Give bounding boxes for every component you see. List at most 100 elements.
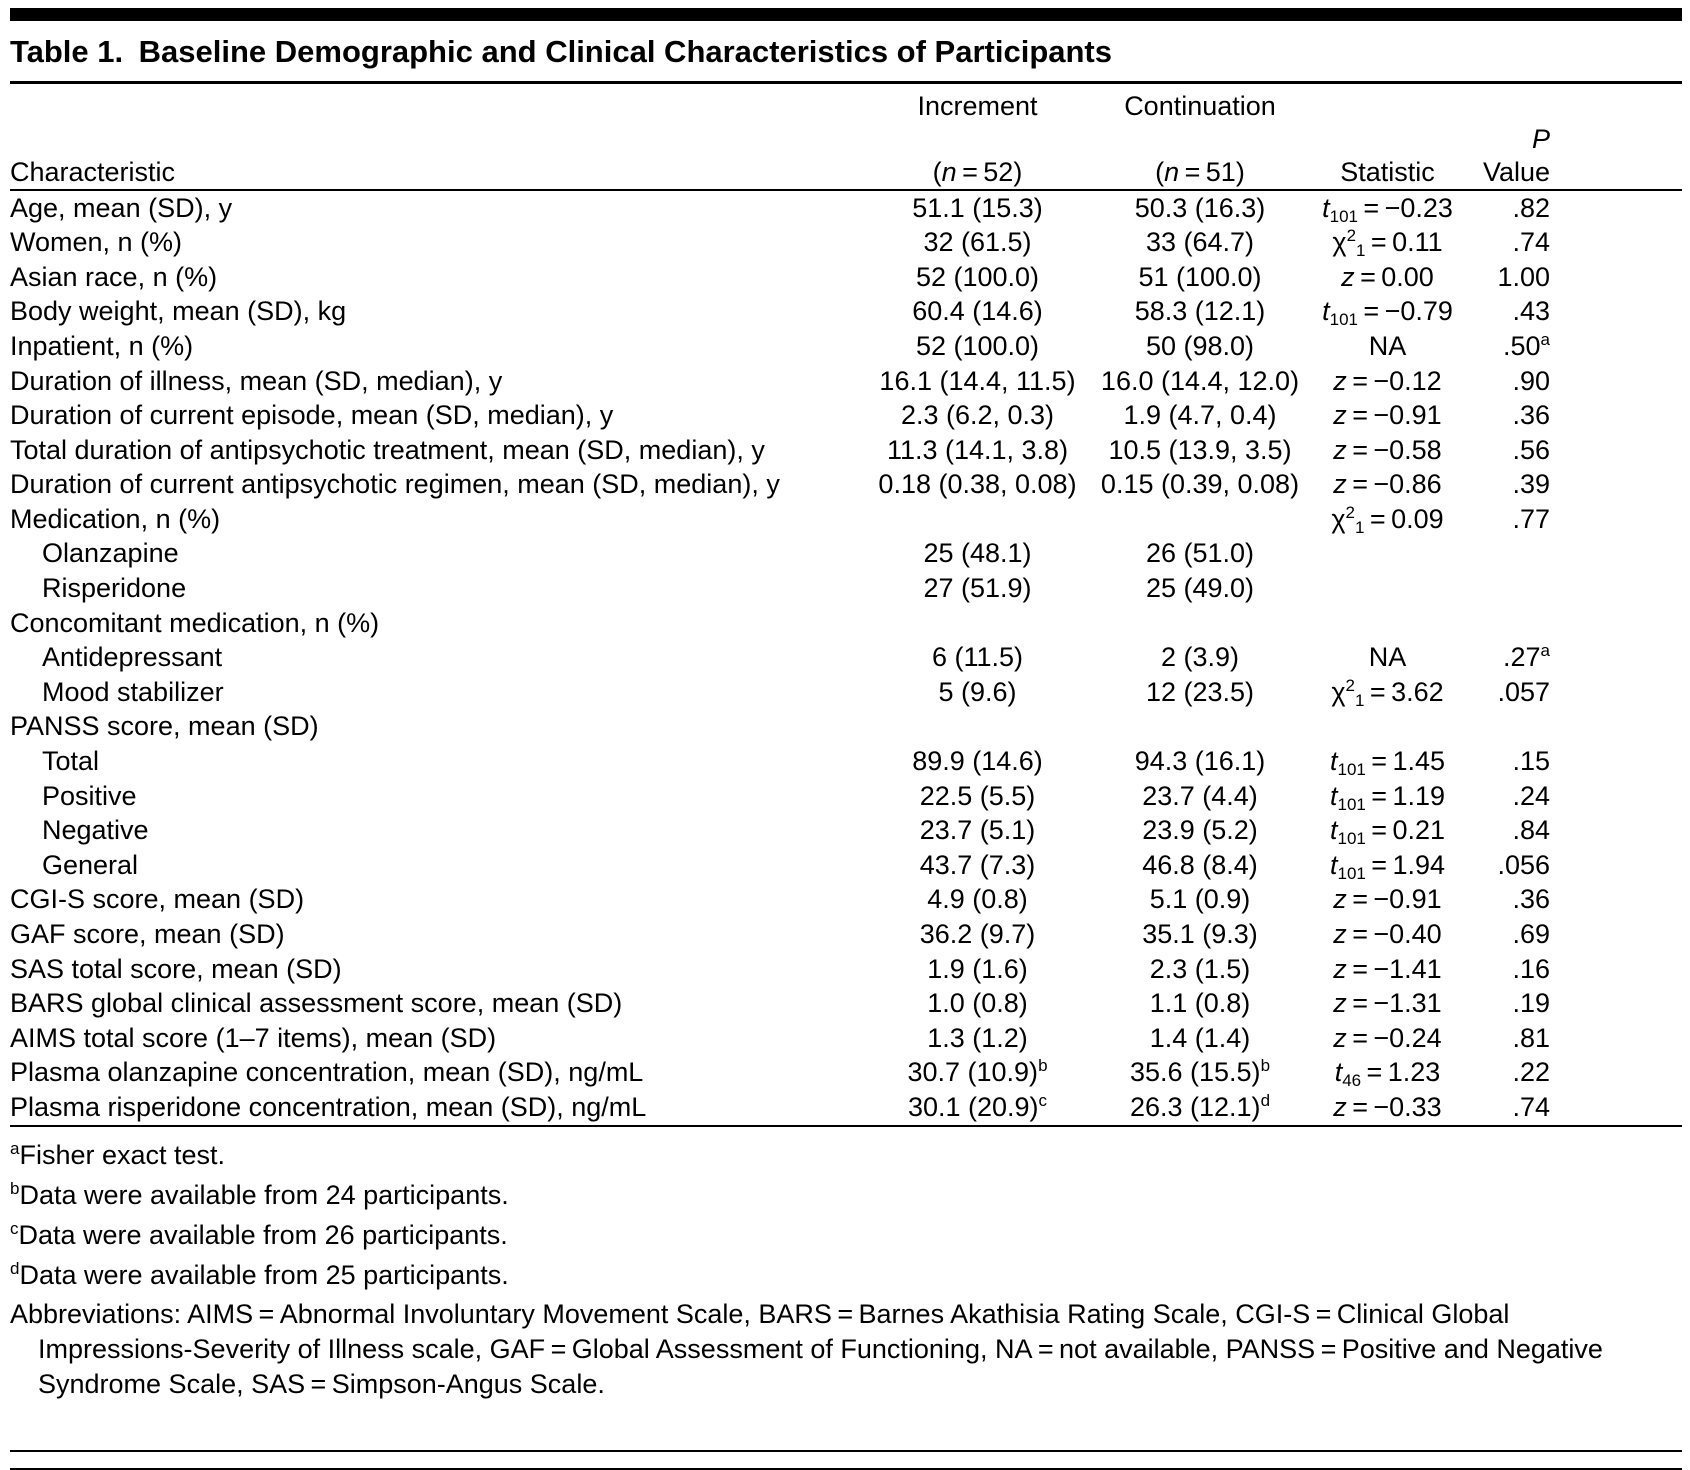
- n-symbol: n: [1164, 156, 1180, 187]
- p-value: .22: [1512, 1057, 1550, 1088]
- column-header-p-value: P Value: [1482, 123, 1550, 187]
- continuation-value: 1.4 (1.4): [1149, 1022, 1251, 1053]
- column-header-statistic: Statistic: [1310, 123, 1465, 190]
- p-value: .36: [1512, 400, 1550, 431]
- table-row: General 43.7 (7.3) 46.8 (8.4) t101 = 1.94 .0…: [10, 848, 1682, 883]
- increment-value: 43.7 (7.3): [919, 849, 1036, 880]
- row-label: AIMS total score (1–7 items), mean (SD): [10, 1022, 497, 1053]
- table-row: AIMS total score (1–7 items), mean (SD) 1…: [10, 1021, 1682, 1056]
- header-spacer: [1465, 82, 1682, 123]
- p-value: [1465, 709, 1682, 744]
- table-row: Body weight, mean (SD), kg 60.4 (14.6) 58.…: [10, 294, 1682, 329]
- bottom-rule-2: [10, 1467, 1682, 1470]
- row-label: SAS total score, mean (SD): [10, 953, 342, 984]
- continuation-value: 12 (23.5): [1145, 676, 1255, 707]
- table-row: Plasma risperidone concentration, mean (…: [10, 1090, 1682, 1126]
- table-row: CGI-S score, mean (SD) 4.9 (0.8) 5.1 (0.9)…: [10, 882, 1682, 917]
- statistic-value: z = −0.12: [1333, 365, 1442, 396]
- increment-value: 22.5 (5.5): [919, 780, 1036, 811]
- row-label: Plasma risperidone concentration, mean (…: [10, 1091, 647, 1122]
- continuation-value: 0.15 (0.39, 0.08): [1100, 469, 1300, 500]
- increment-value: 51.1 (15.3): [912, 192, 1043, 223]
- row-label: Total duration of antipsychotic treatmen…: [10, 434, 765, 465]
- increment-label: Increment: [917, 90, 1038, 121]
- row-label: CGI-S score, mean (SD): [10, 884, 305, 915]
- statistic-value: z = −1.31: [1333, 988, 1442, 1019]
- p-value: .15: [1512, 746, 1550, 777]
- continuation-value: 1.9 (4.7, 0.4): [1123, 400, 1277, 431]
- statistic-value: [1310, 571, 1465, 606]
- continuation-label: Continuation: [1124, 90, 1276, 121]
- statistic-value: [1310, 709, 1465, 744]
- p-value: .84: [1512, 815, 1550, 846]
- table-row: Medication, n (%) χ21 = 0.09 .77: [10, 502, 1682, 537]
- column-header-characteristic: Characteristic: [10, 123, 865, 190]
- increment-value: 36.2 (9.7): [919, 919, 1036, 950]
- statistic-value: t46 = 1.23: [1334, 1057, 1441, 1091]
- increment-value: 30.7 (10.9)b: [907, 1056, 1048, 1088]
- increment-value: [865, 502, 1090, 537]
- table-row: Plasma olanzapine concentration, mean (S…: [10, 1055, 1682, 1090]
- p-value: .36: [1512, 884, 1550, 915]
- table-row: SAS total score, mean (SD) 1.9 (1.6) 2.3 (…: [10, 952, 1682, 987]
- increment-value: 1.3 (1.2): [927, 1022, 1028, 1053]
- column-header-continuation: Continuation: [1090, 82, 1310, 123]
- table-row: Total duration of antipsychotic treatmen…: [10, 433, 1682, 468]
- statistic-value: t101 = 1.19: [1329, 780, 1446, 814]
- increment-value: 52 (100.0): [915, 330, 1040, 361]
- increment-value: 1.0 (0.8): [927, 988, 1028, 1019]
- table-row: Negative 23.7 (5.1) 23.9 (5.2) t101 = 0.21.…: [10, 813, 1682, 848]
- table-row: Risperidone 27 (51.9) 25 (49.0): [10, 571, 1682, 606]
- continuation-value: 58.3 (12.1): [1134, 296, 1266, 327]
- row-label: GAF score, mean (SD): [10, 919, 285, 950]
- p-value: .50a: [1502, 329, 1550, 361]
- statistic-label: Statistic: [1340, 156, 1435, 187]
- p-value: [1465, 571, 1682, 606]
- continuation-value: 50 (98.0): [1145, 330, 1255, 361]
- column-header-increment: Increment: [865, 82, 1090, 123]
- table-row: Women, n (%) 32 (61.5) 33 (64.7) χ21 = 0.11…: [10, 225, 1682, 260]
- table-header: Increment Continuation Characteristic (n…: [10, 82, 1682, 190]
- continuation-value: 26.3 (12.1)d: [1129, 1090, 1271, 1122]
- baseline-characteristics-table: Increment Continuation Characteristic (n…: [10, 80, 1682, 1127]
- statistic-value: t101 = 1.45: [1329, 746, 1446, 780]
- table-row: Age, mean (SD), y 51.1 (15.3) 50.3 (16.3) t…: [10, 190, 1682, 226]
- row-label: Total: [42, 746, 100, 777]
- row-label: Antidepressant: [42, 642, 223, 673]
- increment-value: 60.4 (14.6): [912, 296, 1043, 327]
- statistic-value: z = 0.00: [1341, 261, 1434, 292]
- row-label: Positive: [42, 780, 137, 811]
- statistic-value: z = −1.41: [1333, 953, 1442, 984]
- footnote: dData were available from 25 participant…: [10, 1258, 509, 1290]
- increment-value: 52 (100.0): [915, 261, 1040, 292]
- statistic-value: [1310, 536, 1465, 571]
- row-label: Concomitant medication, n (%): [10, 607, 380, 638]
- row-label: Women, n (%): [10, 227, 183, 258]
- row-label: Plasma olanzapine concentration, mean (S…: [10, 1057, 644, 1088]
- statistic-value: z = −0.91: [1333, 884, 1442, 915]
- statistic-value: z = −0.86: [1333, 469, 1442, 500]
- row-label: PANSS score, mean (SD): [10, 711, 319, 742]
- statistic-value: [1310, 606, 1465, 641]
- characteristic-label: Characteristic: [10, 156, 176, 187]
- footnote: cData were available from 26 participant…: [10, 1218, 508, 1250]
- row-label: Negative: [42, 815, 149, 846]
- statistic-value: t101 = −0.79: [1322, 296, 1453, 330]
- increment-value: 25 (48.1): [923, 538, 1032, 569]
- row-label: Asian race, n (%): [10, 261, 218, 292]
- increment-value: 32 (61.5): [923, 227, 1032, 258]
- continuation-value: 23.7 (4.4): [1142, 780, 1258, 811]
- p-value: .43: [1512, 296, 1550, 327]
- continuation-value: 46.8 (8.4): [1142, 849, 1258, 880]
- continuation-value: 2.3 (1.5): [1149, 953, 1251, 984]
- p-value: [1465, 606, 1682, 641]
- table-row: Duration of current antipsychotic regime…: [10, 467, 1682, 502]
- row-label: Risperidone: [42, 573, 187, 604]
- p-value: .69: [1512, 919, 1550, 950]
- statistic-value: NA: [1368, 642, 1407, 673]
- statistic-value: χ21 = 0.09: [1331, 502, 1444, 537]
- p-value: .81: [1512, 1022, 1550, 1053]
- increment-value: 23.7 (5.1): [919, 815, 1036, 846]
- p-value: .16: [1512, 953, 1550, 984]
- statistic-value: NA: [1368, 330, 1407, 361]
